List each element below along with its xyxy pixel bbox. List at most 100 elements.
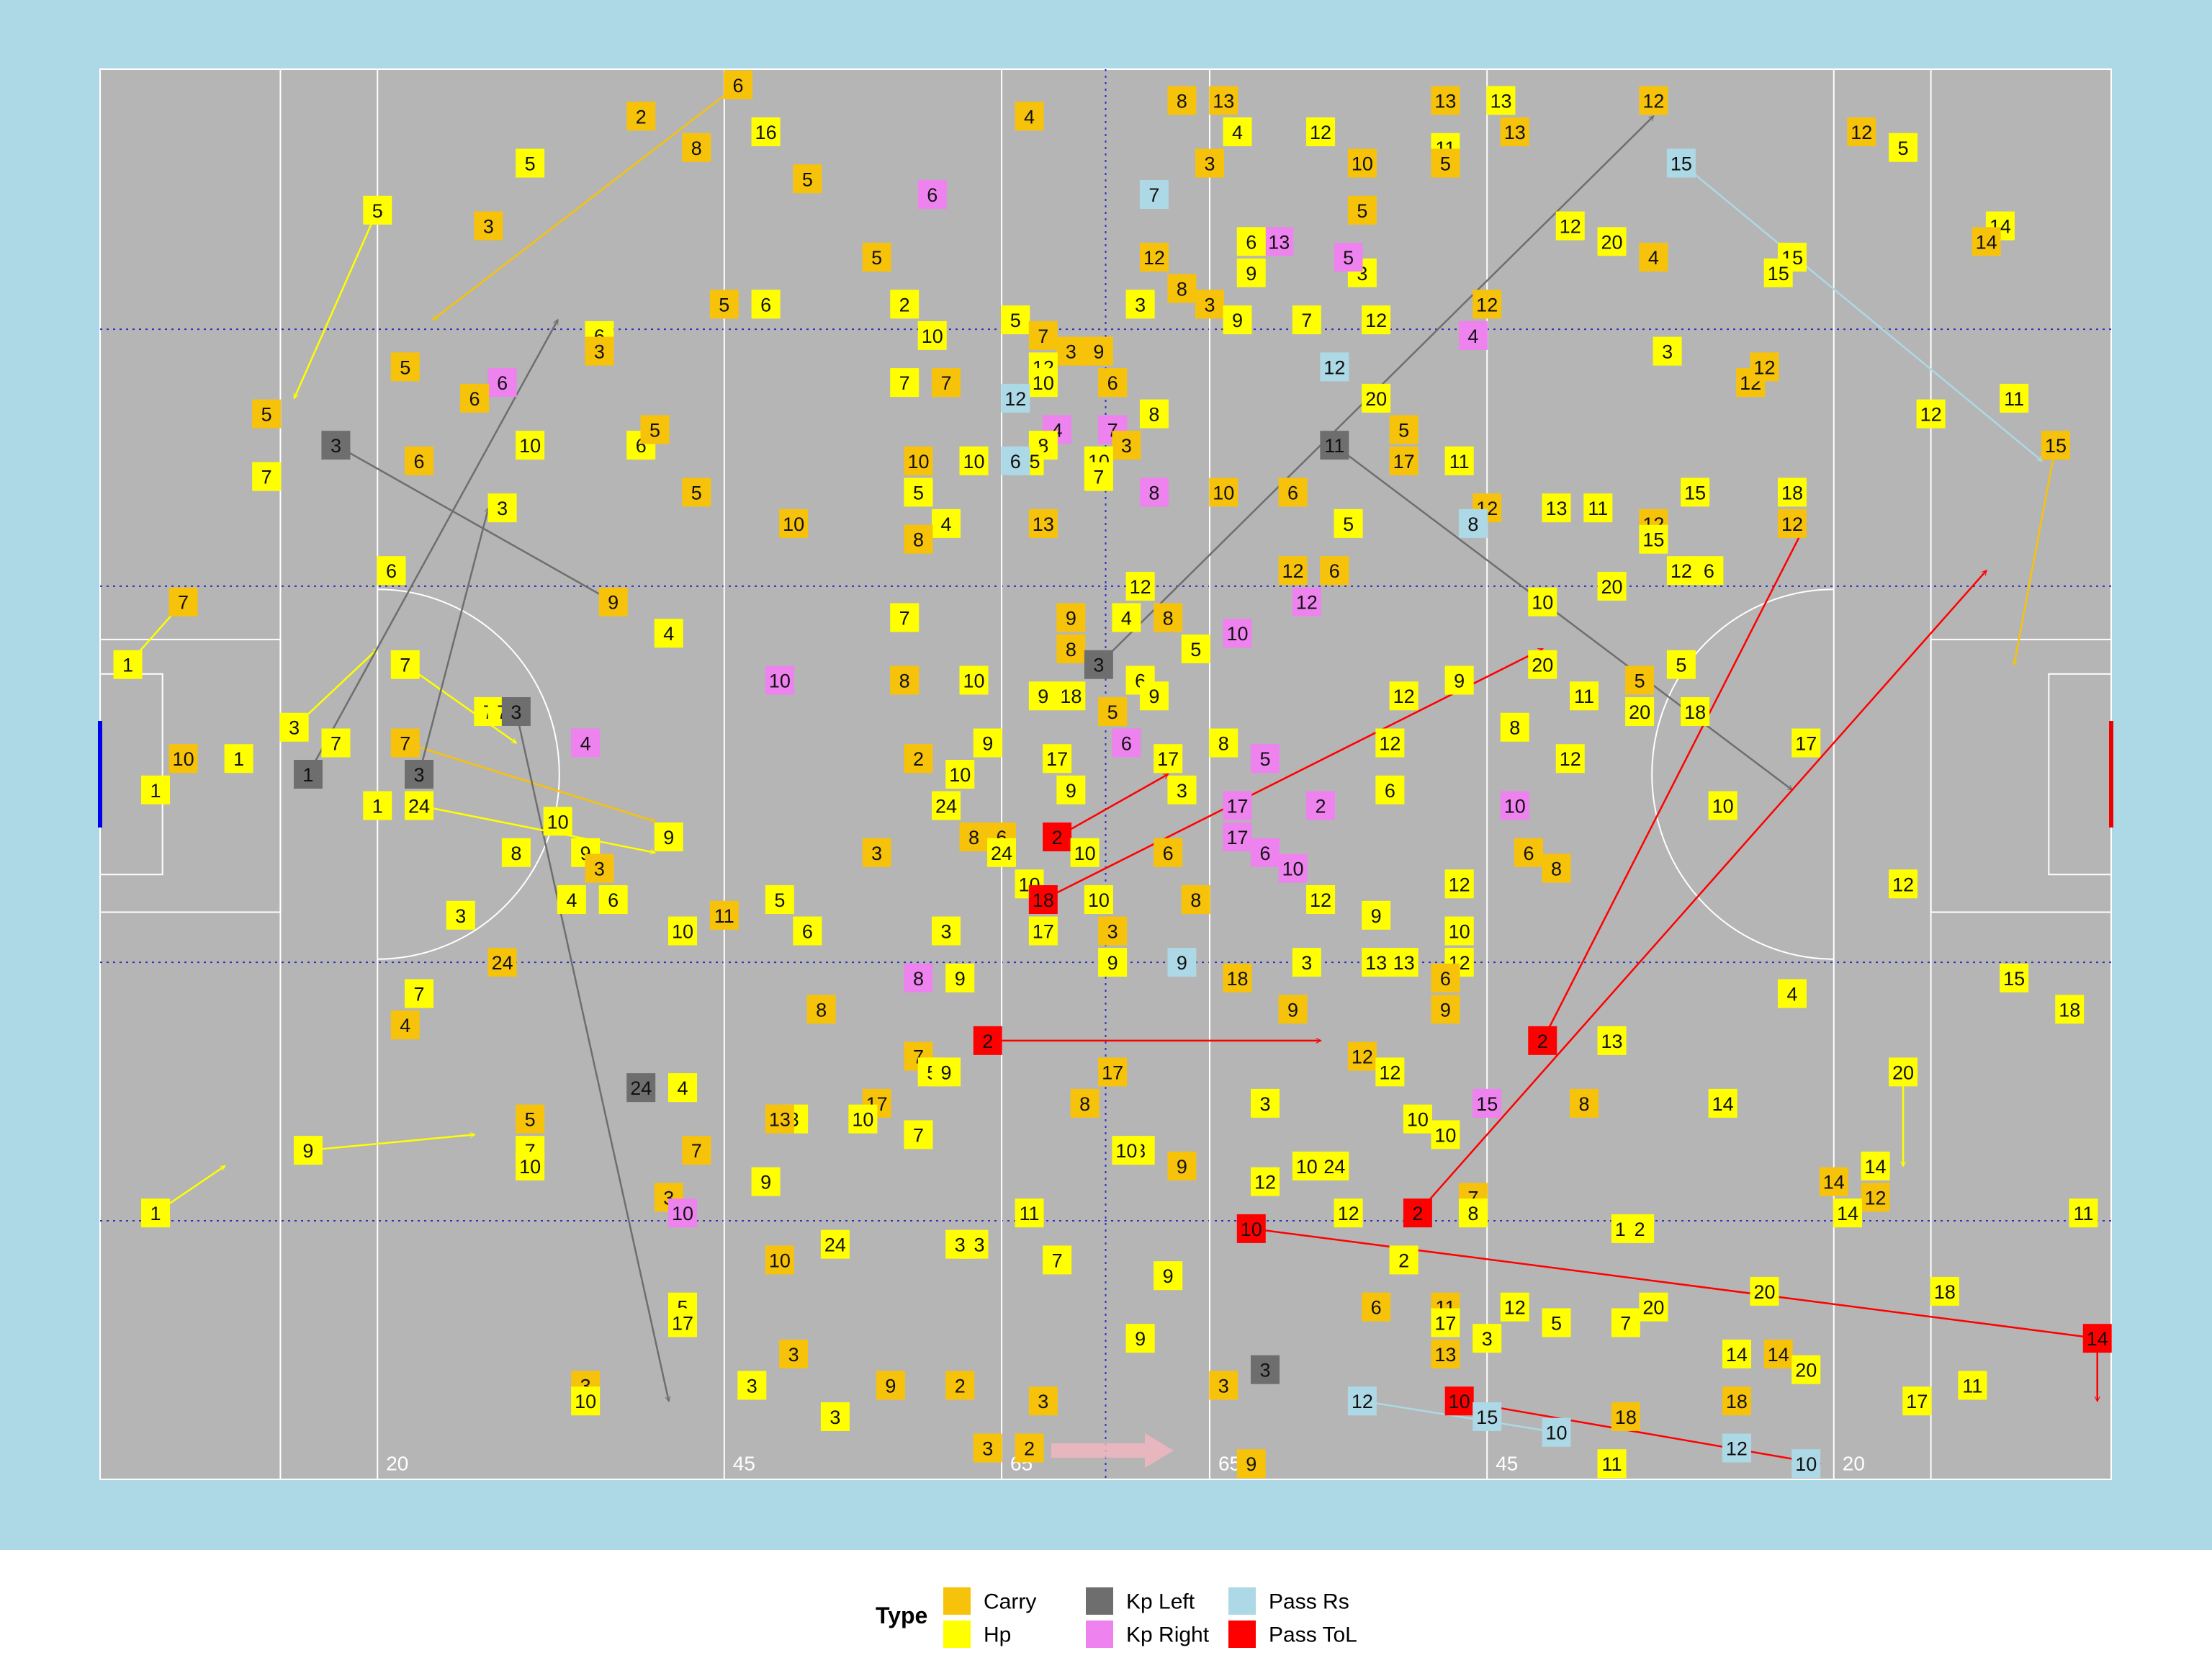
event-marker [1777,478,1807,507]
player-number: 15 [1671,153,1692,175]
event-marker [1209,1371,1238,1400]
event-marker [516,431,545,460]
player-number: 5 [1107,701,1118,723]
event-marker [1431,86,1460,115]
event-marker [765,1104,794,1134]
player-number: 10 [1213,482,1234,503]
player-number: 24 [492,952,513,974]
event-marker [1015,102,1044,131]
event-marker [1597,1026,1627,1055]
event-marker [1251,1355,1280,1384]
event-marker [585,853,614,883]
event-marker [904,446,933,475]
event-marker [1666,556,1696,586]
player-number: 5 [1898,138,1909,159]
event-marker [1043,1245,1072,1275]
player-number: 5 [774,889,785,911]
player-number: 14 [1823,1172,1845,1193]
player-number: 2 [982,1031,993,1052]
player-number: 10 [1434,1124,1456,1146]
player-number: 4 [663,623,674,645]
event-marker [224,744,253,774]
event-marker [405,791,434,820]
player-number: 12 [1379,1062,1401,1083]
player-number: 2 [1398,1250,1409,1271]
player-number: 12 [1449,874,1470,895]
player-number: 9 [982,732,993,754]
player-number: 12 [1338,1203,1359,1224]
event-marker [945,963,975,992]
player-number: 17 [1046,748,1068,770]
event-marker [820,1229,850,1259]
event-marker [598,885,628,915]
player-number: 18 [1033,889,1054,911]
player-number: 9 [1177,952,1187,974]
player-number: 9 [1232,310,1243,331]
player-number: 6 [1371,1297,1382,1319]
player-number: 18 [1726,1391,1748,1412]
event-marker [1223,117,1252,147]
player-number: 13 [1601,1031,1623,1052]
player-number: 12 [1004,388,1026,410]
event-marker [1209,728,1238,758]
player-number: 9 [1440,999,1451,1021]
event-marker [1542,1417,1571,1447]
event-marker [1098,368,1128,398]
legend-label: Hp [984,1623,1011,1647]
event-marker [904,1120,933,1149]
event-marker [1431,148,1460,178]
player-number: 2 [1537,1031,1548,1052]
event-marker [765,1245,794,1275]
event-marker [862,243,891,272]
player-number: 3 [1259,1360,1270,1381]
event-marker [487,948,517,977]
event-marker [1236,1449,1266,1479]
player-number: 13 [1490,91,1511,112]
player-number: 9 [663,827,674,848]
player-number: 12 [1781,514,1803,535]
event-marker [1570,1088,1599,1118]
event-marker [1209,478,1238,507]
player-number: 12 [1310,889,1331,911]
event-marker [571,728,601,758]
event-marker [751,1167,781,1196]
event-marker [1112,603,1141,632]
event-marker [1444,1386,1474,1416]
player-number: 11 [1574,686,1594,707]
legend-swatch [1086,1587,1113,1615]
player-number: 8 [816,999,827,1021]
player-number: 2 [1052,827,1063,848]
player-number: 9 [1066,780,1076,802]
player-number: 20 [1629,701,1650,723]
player-number: 15 [2045,435,2067,457]
event-marker [1639,1292,1668,1322]
event-marker [1639,524,1668,554]
event-marker [1167,775,1197,804]
legend-swatch [943,1587,971,1615]
event-marker [1015,1198,1044,1228]
player-number: 10 [1296,1156,1318,1178]
event-marker [1139,399,1169,429]
player-number: 7 [940,372,951,394]
player-number: 3 [414,764,425,786]
event-marker [1070,1088,1100,1118]
player-number: 10 [1241,1219,1262,1240]
player-number: 17 [1434,1312,1456,1334]
event-marker [1473,290,1502,319]
player-number: 6 [1385,780,1395,802]
event-marker [1028,885,1058,915]
event-marker [487,493,517,523]
event-marker [1001,305,1030,335]
event-marker [1223,305,1252,335]
player-number: 9 [760,1172,771,1193]
player-number: 10 [1407,1109,1429,1131]
player-number: 8 [1218,732,1229,754]
player-number: 9 [1287,999,1298,1021]
player-number: 17 [1795,732,1817,754]
player-number: 9 [885,1375,896,1397]
event-marker [1098,916,1128,946]
player-number: 1 [150,780,161,802]
event-marker [1972,227,2001,256]
event-marker [973,1433,1002,1463]
